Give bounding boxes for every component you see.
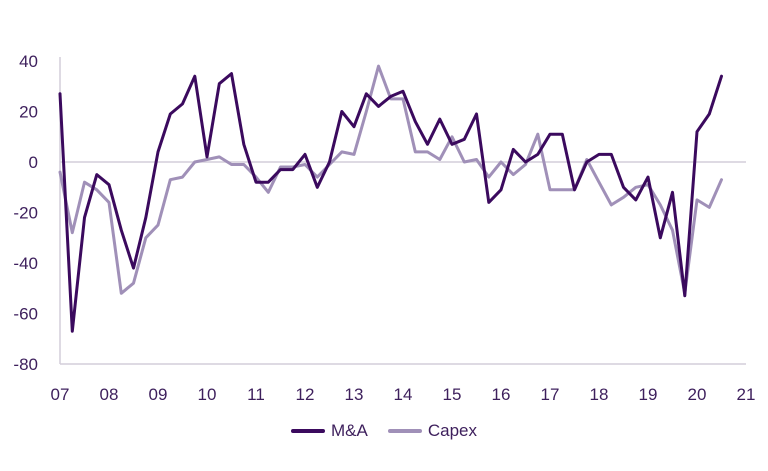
y-tick-label: -80 [13,355,38,374]
x-tick-label: 17 [541,385,560,404]
x-tick-label: 10 [198,385,217,404]
x-tick-label: 19 [639,385,658,404]
x-tick-label: 13 [345,385,364,404]
y-tick-label: -20 [13,204,38,223]
series-lines [58,64,723,333]
line-chart: 40 20 0 -20 -40 -60 -80 07 08 09 10 11 12 13 14 15 16 17… [13,52,756,404]
legend-label-ma: M&A [331,421,368,440]
x-tick-label: 09 [149,385,168,404]
legend-label-capex: Capex [427,421,477,440]
x-tick-label: 07 [51,385,70,404]
y-tick-label: -40 [13,254,38,273]
y-tick-label: 0 [29,153,38,172]
series-line-ma [58,72,723,333]
y-tick-label: -60 [13,305,38,324]
x-tick-label: 11 [247,385,265,404]
x-tick-label: 18 [590,385,609,404]
legend-item-ma: M&A [291,421,368,441]
legend-item-capex: Capex [387,421,477,441]
x-tick-label: 12 [296,385,315,404]
y-tick-label: 40 [19,52,38,71]
x-tick-label: 21 [737,385,756,404]
series-line-capex [58,64,723,295]
x-tick-label: 20 [688,385,707,404]
y-tick-label: 20 [19,103,38,122]
y-tick-labels: 40 20 0 -20 -40 -60 -80 [13,52,38,374]
x-tick-label: 08 [100,385,119,404]
legend: M&A Capex [0,416,768,446]
x-tick-label: 15 [443,385,462,404]
x-tick-label: 14 [394,385,413,404]
legend-swatch-capex [387,429,422,433]
x-tick-label: 16 [492,385,511,404]
x-tick-labels: 07 08 09 10 11 12 13 14 15 16 17 18 19 20 21 [51,385,756,404]
legend-swatch-ma [291,429,325,433]
